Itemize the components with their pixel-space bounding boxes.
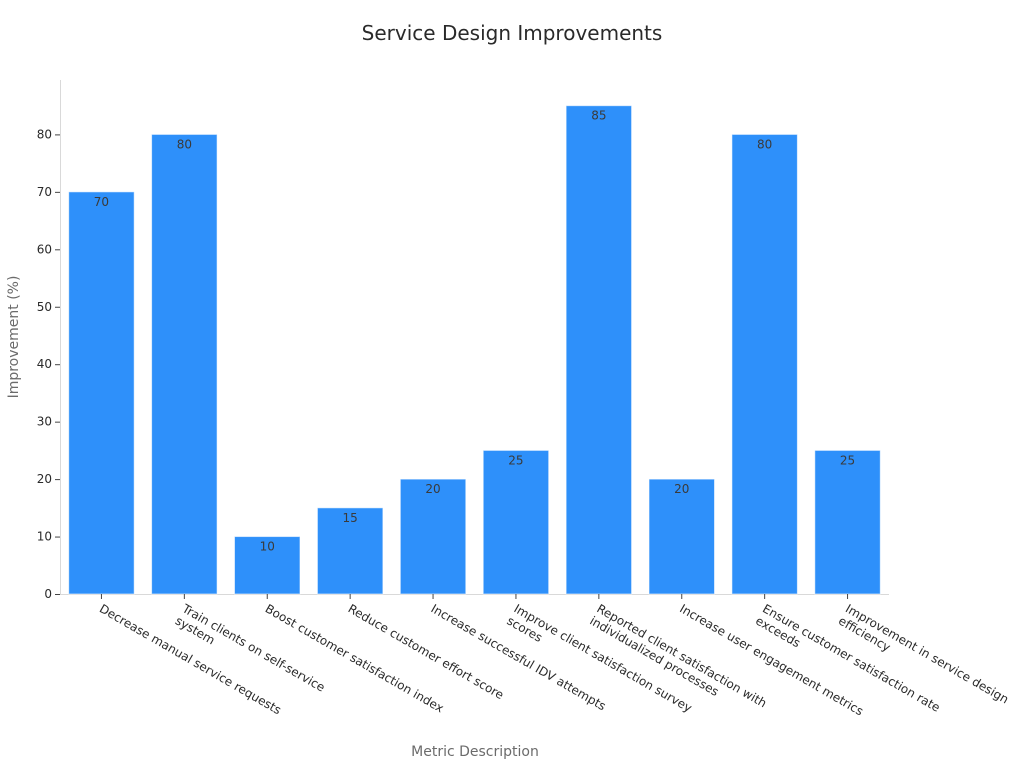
bar[interactable] xyxy=(399,478,467,595)
bars xyxy=(68,105,881,595)
bar-value-label: 80 xyxy=(757,137,772,151)
bar-value-label: 80 xyxy=(177,137,192,151)
bar-value-label: 20 xyxy=(674,482,689,496)
bar-value-label: 70 xyxy=(94,195,109,209)
x-tick-label-line: Improvement in service design xyxy=(843,601,1011,706)
bar-value-label: 10 xyxy=(260,540,275,554)
y-tick-label: 20 xyxy=(37,472,52,486)
y-tick-label: 60 xyxy=(37,242,52,256)
bar[interactable] xyxy=(565,105,633,595)
bar-value-label: 20 xyxy=(425,482,440,496)
y-tick-label: 50 xyxy=(37,300,52,314)
y-axis-title: Improvement (%) xyxy=(6,276,22,399)
data-labels: 70 80 10 15 20 25 85 20 80 25 xyxy=(94,109,855,554)
y-tick-label: 80 xyxy=(37,127,52,141)
bar-value-label: 25 xyxy=(508,453,523,467)
bar-value-label: 25 xyxy=(840,453,855,467)
y-tick-label: 30 xyxy=(37,415,52,429)
bar-value-label: 85 xyxy=(591,109,606,123)
y-axis-ticks: 0 10 20 30 40 50 60 70 80 xyxy=(37,127,60,601)
x-tick-label: Reduce customer effort score xyxy=(346,601,506,702)
bar[interactable] xyxy=(814,449,881,595)
bar[interactable] xyxy=(68,191,135,595)
x-tick-label-line: Reduce customer effort score xyxy=(346,601,506,702)
y-tick-label: 10 xyxy=(37,530,52,544)
x-tick-label-line: Train clients on self-service xyxy=(179,601,327,695)
y-tick-label: 0 xyxy=(44,587,52,601)
bar[interactable] xyxy=(151,133,218,595)
bar[interactable] xyxy=(316,507,384,595)
bar-value-label: 15 xyxy=(343,511,358,525)
chart-title: Service Design Improvements xyxy=(362,21,663,45)
y-tick-label: 70 xyxy=(37,185,52,199)
x-axis-title: Metric Description xyxy=(411,744,539,760)
bar[interactable] xyxy=(234,536,301,595)
bar[interactable] xyxy=(648,478,715,595)
bar[interactable] xyxy=(731,133,798,595)
x-tick-label-line: Reported client satisfaction with xyxy=(594,601,769,710)
bar[interactable] xyxy=(482,449,550,595)
y-tick-label: 40 xyxy=(37,357,52,371)
